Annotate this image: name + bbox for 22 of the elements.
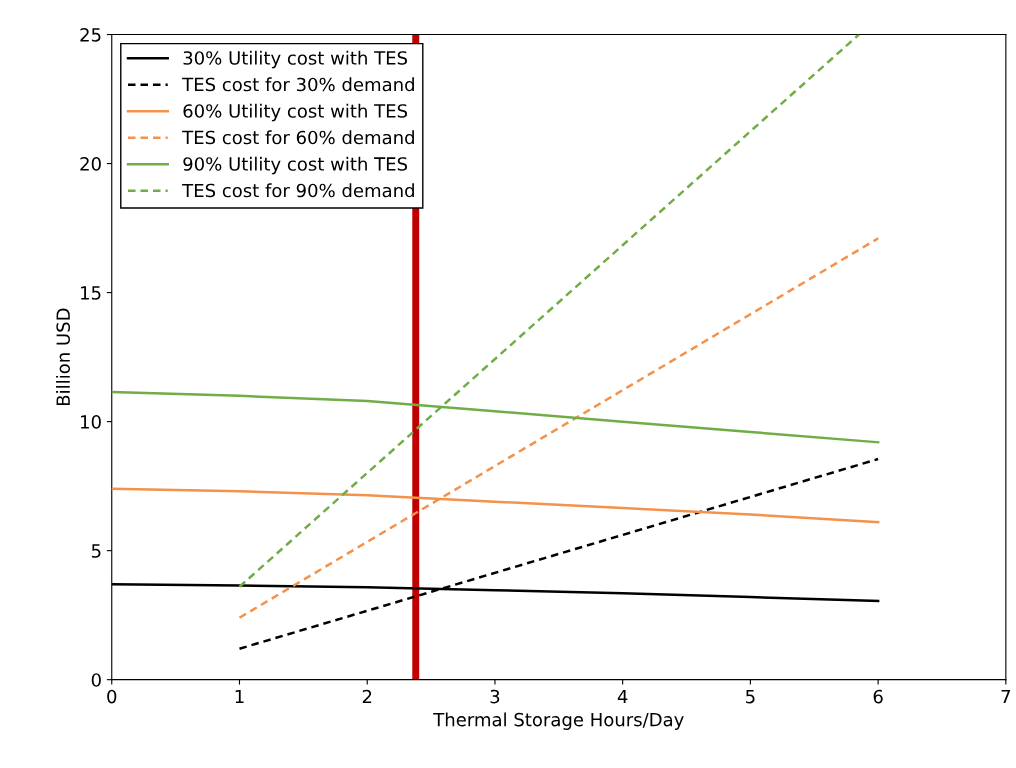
x-tick-label: 1	[235, 689, 244, 704]
legend-label: TES cost for 30% demand	[182, 77, 414, 92]
x-tick-label: 0	[107, 689, 117, 704]
legend-label: 30% Utility cost with TES	[183, 50, 408, 69]
y-tick-label: 15	[81, 286, 101, 300]
x-axis-title: Thermal Storage Hours/Day	[433, 712, 684, 730]
x-tick-label: 5	[746, 689, 755, 704]
y-tick-label: 0	[91, 673, 101, 687]
x-tick-label: 4	[617, 689, 628, 704]
x-tick-label: 3	[490, 689, 500, 704]
y-tick-label: 20	[80, 157, 101, 171]
x-tick-label: 2	[362, 689, 372, 704]
x-tick-label: 7	[1001, 689, 1011, 704]
x-tick-label: 6	[873, 689, 883, 704]
y-tick-label: 10	[81, 415, 101, 429]
legend-label: TES cost for 60% demand	[182, 130, 414, 145]
legend-label: 60% Utility cost with TES	[183, 103, 408, 122]
y-tick-label: 5	[91, 544, 101, 558]
legend-label: 90% Utility cost with TES	[183, 156, 408, 175]
y-axis-title: Billion USD	[56, 308, 71, 405]
legend-label: TES cost for 90% demand	[182, 183, 414, 198]
y-tick-label: 25	[80, 28, 101, 42]
